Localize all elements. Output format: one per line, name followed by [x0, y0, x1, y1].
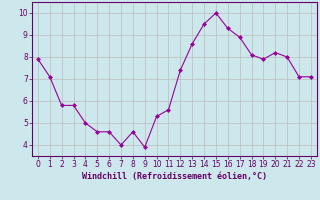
- X-axis label: Windchill (Refroidissement éolien,°C): Windchill (Refroidissement éolien,°C): [82, 172, 267, 181]
